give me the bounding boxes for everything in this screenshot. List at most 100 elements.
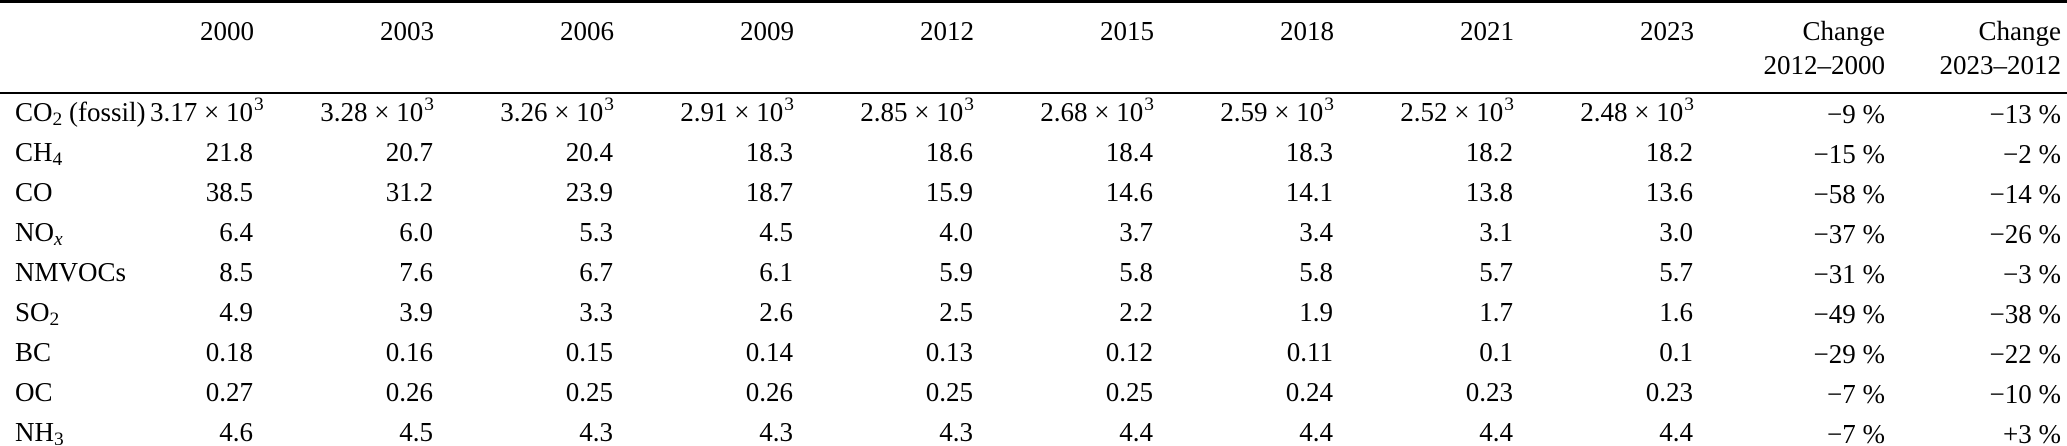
value-cell-2000: 38.5 [205,177,253,207]
table-row: OC 0.27 0.26 0.25 0.26 0.25 0.25 0.24 0.… [0,374,2067,414]
col-header-year-2015: 2015 [1100,16,1154,46]
value-cell-2018: 4.4 [1299,417,1333,446]
species-subscript: 2 [52,109,63,131]
col-header-year-2021: 2021 [1460,16,1514,46]
change-cell-2012-2000: −31 % [1813,258,1885,289]
species-name: BC [15,337,52,367]
col-header-change-2023-2012: Change 2023–2012 [1887,3,2067,93]
value-cell-2006: 4.3 [579,417,613,446]
value-exponent: 3 [253,94,264,116]
value-cell-2021: 4.4 [1479,417,1513,446]
value-cell-2000: 6.4 [219,217,253,247]
value-cell-2006: 3.26 × 103 [500,94,614,127]
value-exponent: 3 [604,94,614,116]
change-cell-2023-2012: −2 % [2003,138,2061,169]
value-cell-2015: 3.7 [1119,217,1153,247]
value-cell-2000: 21.8 [205,137,253,167]
value-cell-2000: 3.17 × 103 [150,94,264,127]
change-cell-2012-2000: −7 % [1827,378,1885,409]
value-cell-2021: 0.1 [1479,337,1513,367]
change-cell-2012-2000: −58 % [1813,178,1885,209]
change-cell-2023-2012: −13 % [1989,98,2061,129]
emissions-table: 2000 2003 2006 2009 2012 2015 2018 2021 … [0,3,2067,446]
value-cell-2015: 0.12 [1105,337,1153,367]
change-cell-2023-2012: −3 % [2003,258,2061,289]
change-cell-2012-2000: −37 % [1813,218,1885,249]
value-cell-2000: 8.5 [219,257,253,287]
species-subscript: 4 [52,149,63,171]
species-name: CO [15,97,53,127]
value-cell-2006: 0.15 [565,337,613,367]
value-cell-2021: 13.8 [1465,177,1513,207]
change-cell-2012-2000: −29 % [1813,338,1885,369]
species-name: OC [15,377,53,407]
species-label: NOx [0,214,150,254]
value-cell-2018: 3.4 [1299,217,1333,247]
change-header-line1: Change [1978,16,2061,46]
change-cell-2012-2000: −15 % [1813,138,1885,169]
value-cell-2009: 0.14 [745,337,793,367]
col-header-year-2006: 2006 [560,16,614,46]
value-exponent: 3 [964,94,974,116]
change-cell-2023-2012: −14 % [1989,178,2061,209]
value-cell-2009: 0.26 [745,377,793,407]
value-cell-2023: 0.1 [1659,337,1693,367]
value-cell-2000: 4.9 [219,297,253,327]
value-cell-2021: 5.7 [1479,257,1513,287]
value-cell-2018: 0.24 [1285,377,1333,407]
value-cell-2006: 5.3 [579,217,613,247]
value-cell-2009: 4.3 [759,417,793,446]
table-row: CO 38.5 31.2 23.9 18.7 15.9 14.6 14.1 13… [0,174,2067,214]
value-exponent: 3 [1324,94,1334,116]
value-cell-2018: 0.11 [1286,337,1333,367]
value-cell-2015: 0.25 [1105,377,1153,407]
change-header-line1: Change [1802,16,1885,46]
value-cell-2006: 0.25 [565,377,613,407]
value-cell-2023: 18.2 [1645,137,1693,167]
change-cell-2023-2012: −26 % [1989,218,2061,249]
value-cell-2015: 2.2 [1119,297,1153,327]
species-label: NMVOCs [0,254,150,294]
value-cell-2015: 14.6 [1105,177,1153,207]
value-cell-2009: 6.1 [759,257,793,287]
col-header-year-2023: 2023 [1640,16,1694,46]
value-cell-2003: 3.9 [399,297,433,327]
species-label: BC [0,334,150,374]
value-cell-2018: 14.1 [1285,177,1333,207]
value-cell-2021: 0.23 [1465,377,1513,407]
value-cell-2009: 18.3 [745,137,793,167]
species-name: NMVOCs [15,257,127,287]
value-cell-2015: 2.68 × 103 [1040,94,1154,127]
value-cell-2021: 1.7 [1479,297,1513,327]
value-exponent: 3 [1504,94,1514,116]
value-cell-2006: 23.9 [565,177,613,207]
value-cell-2023: 1.6 [1659,297,1693,327]
header-row: 2000 2003 2006 2009 2012 2015 2018 2021 … [0,3,2067,93]
value-cell-2021: 2.52 × 103 [1400,94,1514,127]
value-cell-2012: 4.0 [939,217,973,247]
species-label: CO2 (fossil) [0,93,150,134]
change-cell-2012-2000: −9 % [1827,98,1885,129]
value-cell-2009: 4.5 [759,217,793,247]
value-cell-2003: 7.6 [399,257,433,287]
value-cell-2023: 3.0 [1659,217,1693,247]
value-exponent: 3 [1684,94,1694,116]
species-name: CO [15,177,53,207]
value-cell-2003: 20.7 [385,137,433,167]
species-name: CH [15,137,53,167]
col-header-year-2012: 2012 [920,16,974,46]
value-cell-2000: 0.27 [205,377,253,407]
species-subscript: 3 [54,429,64,446]
value-cell-2018: 1.9 [1299,297,1333,327]
value-cell-2012: 5.9 [939,257,973,287]
value-cell-2023: 5.7 [1659,257,1693,287]
table-header: 2000 2003 2006 2009 2012 2015 2018 2021 … [0,3,2067,93]
change-cell-2023-2012: +3 % [2003,418,2061,446]
value-cell-2023: 2.48 × 103 [1580,94,1694,127]
value-cell-2009: 2.91 × 103 [680,94,794,127]
table-row: BC 0.18 0.16 0.15 0.14 0.13 0.12 0.11 0.… [0,334,2067,374]
value-cell-2018: 18.3 [1285,137,1333,167]
species-subscript: 2 [49,309,60,331]
value-cell-2018: 2.59 × 103 [1220,94,1334,127]
